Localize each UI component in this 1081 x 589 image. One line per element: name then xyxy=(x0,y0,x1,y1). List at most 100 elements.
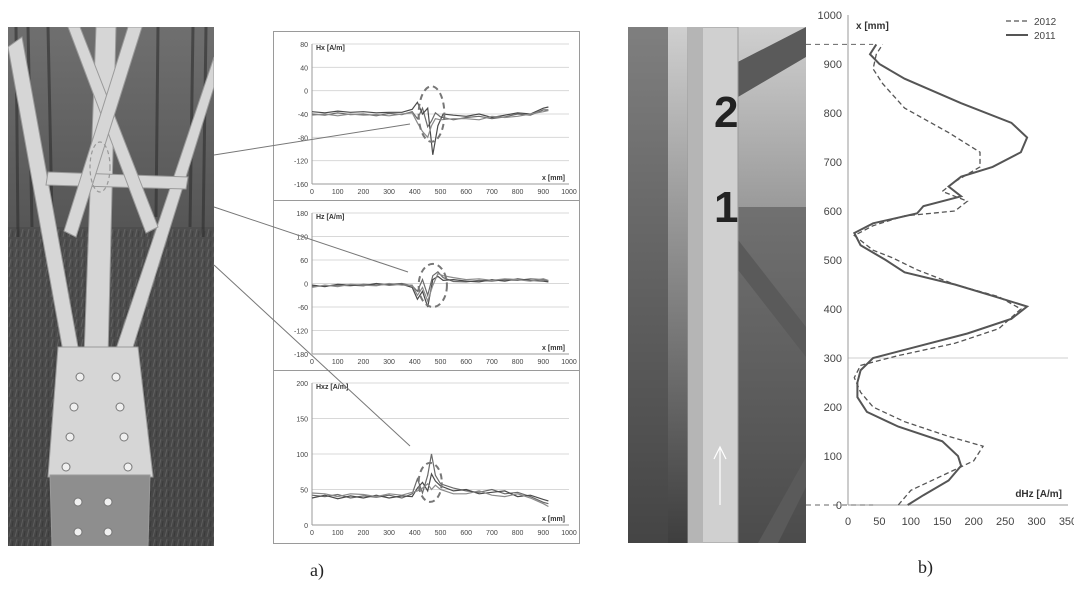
hx-chart-panel: 80 40 0 -40 -80 -120 -160 0 100 200 300 400 500 600 70… xyxy=(273,31,580,203)
numbered-tower-leg-art: 2 1 xyxy=(628,27,806,543)
x-tick-label-dhz: 0 xyxy=(845,516,851,528)
y-tick-label-dhz: 700 xyxy=(824,157,842,169)
x-tick-label-hx: 400 xyxy=(409,189,421,196)
x-tick-label-hx: 0 xyxy=(310,189,314,196)
y-tick-label-dhz: 900 xyxy=(824,59,842,71)
x-axis-title-dhz: dHz [A/m] xyxy=(1015,489,1062,500)
tower-leg-photo xyxy=(8,27,214,546)
x-axis-title-hx: x [mm] xyxy=(542,175,565,182)
y-tick-label-dhz: 1000 xyxy=(818,10,842,22)
x-tick-label-hz: 200 xyxy=(358,359,370,366)
y-tick-label-hx: 40 xyxy=(300,65,308,72)
y-tick-label-hz: -60 xyxy=(298,305,308,312)
x-tick-label-hx: 1000 xyxy=(561,189,577,196)
x-tick-label-hz: 100 xyxy=(332,359,344,366)
numbered-tower-leg-photo: 2 1 xyxy=(628,27,806,543)
x-tick-label-hxz: 400 xyxy=(409,530,421,537)
y-tick-label-hz: 120 xyxy=(296,235,308,242)
connector-line-hx xyxy=(213,123,411,156)
x-tick-label-hx: 500 xyxy=(435,189,447,196)
y-axis-title-hxz: Hxz [A/m] xyxy=(316,384,348,391)
series-line-2012 xyxy=(853,44,1023,506)
x-tick-label-dhz: 350 xyxy=(1059,516,1074,528)
x-tick-label-hx: 600 xyxy=(460,189,472,196)
hxz-chart-panel: 200 150 100 50 0 0 100 200 300 400 500 600 700 800 900… xyxy=(273,370,580,544)
y-tick-label-dhz: 0 xyxy=(836,500,842,512)
x-tick-label-hz: 0 xyxy=(310,359,314,366)
y-tick-label-dhz: 500 xyxy=(824,255,842,267)
y-tick-label-hx: -120 xyxy=(294,159,308,166)
y-tick-label-dhz: 300 xyxy=(824,353,842,365)
y-tick-label-dhz: 100 xyxy=(824,451,842,463)
x-tick-label-dhz: 200 xyxy=(965,516,983,528)
stencil-number-1: 1 xyxy=(714,183,738,232)
caption-b: b) xyxy=(918,557,933,577)
series-line-2011 xyxy=(852,43,1030,506)
x-tick-label-hxz: 600 xyxy=(460,530,472,537)
y-tick-label-hx: 0 xyxy=(304,89,308,96)
x-tick-label-hx: 700 xyxy=(486,189,498,196)
y-tick-label-hz: 180 xyxy=(296,211,308,218)
series-line-hx xyxy=(311,101,549,155)
x-tick-label-dhz: 150 xyxy=(933,516,951,528)
y-axis-title-dhz: x [mm] xyxy=(856,21,889,32)
y-tick-label-dhz: 800 xyxy=(824,108,842,120)
x-tick-label-hz: 600 xyxy=(460,359,472,366)
y-tick-label-hz: 60 xyxy=(300,258,308,265)
y-tick-label-dhz: 400 xyxy=(824,304,842,316)
y-tick-label-hxz: 150 xyxy=(296,417,308,424)
x-tick-label-hxz: 900 xyxy=(537,530,549,537)
y-tick-label-hxz: 0 xyxy=(304,523,308,530)
x-tick-label-hz: 700 xyxy=(486,359,498,366)
y-tick-label-hz: -120 xyxy=(294,329,308,336)
y-tick-label-hx: -40 xyxy=(298,112,308,119)
y-axis-title-hx: Hx [A/m] xyxy=(316,45,345,52)
x-axis-title-hz: x [mm] xyxy=(542,345,565,352)
caption-a: a) xyxy=(310,560,324,580)
y-tick-label-dhz: 600 xyxy=(824,206,842,218)
y-tick-label-dhz: 200 xyxy=(824,402,842,414)
x-tick-label-dhz: 250 xyxy=(996,516,1014,528)
y-tick-label-hz: 0 xyxy=(304,282,308,289)
x-tick-label-hx: 100 xyxy=(332,189,344,196)
y-axis-title-hz: Hz [A/m] xyxy=(316,214,344,221)
dhz-profile-chart: 0 100 200 300 400 500 600 700 800 900 1000 0 50 100 15… xyxy=(806,10,1074,528)
hz-chart-panel: 180 120 60 0 -60 -120 -180 0 100 200 300 400 500 600 7… xyxy=(273,200,580,373)
y-tick-label-hx: -160 xyxy=(294,182,308,189)
connector-line-hz xyxy=(213,206,409,273)
x-tick-label-hx: 200 xyxy=(358,189,370,196)
x-tick-label-hxz: 700 xyxy=(486,530,498,537)
legend-label-2012: 2012 xyxy=(1034,17,1057,28)
series-line-hxz xyxy=(311,472,549,502)
x-tick-label-dhz: 50 xyxy=(873,516,885,528)
x-tick-label-hz: 300 xyxy=(383,359,395,366)
x-axis-title-hxz: x [mm] xyxy=(542,516,565,523)
x-tick-label-hx: 900 xyxy=(537,189,549,196)
legend-label-2011: 2011 xyxy=(1034,31,1056,42)
x-tick-label-hxz: 200 xyxy=(358,530,370,537)
x-tick-label-hxz: 1000 xyxy=(561,530,577,537)
x-tick-label-dhz: 300 xyxy=(1027,516,1045,528)
y-tick-label-hxz: 50 xyxy=(300,488,308,495)
x-tick-label-hz: 800 xyxy=(512,359,524,366)
y-tick-label-hx: 80 xyxy=(300,42,308,49)
x-tick-label-hz: 500 xyxy=(435,359,447,366)
y-tick-label-hz: -180 xyxy=(294,352,308,359)
series-line-hz xyxy=(311,272,549,303)
x-tick-label-hxz: 0 xyxy=(310,530,314,537)
y-tick-label-hxz: 100 xyxy=(296,452,308,459)
x-tick-label-hz: 1000 xyxy=(561,359,577,366)
series-line-hxz xyxy=(311,453,549,505)
x-tick-label-dhz: 100 xyxy=(902,516,920,528)
series-line-hx xyxy=(311,109,549,139)
highlight-ellipse-hz xyxy=(417,262,448,309)
x-tick-label-hx: 300 xyxy=(383,189,395,196)
x-tick-label-hx: 800 xyxy=(512,189,524,196)
y-tick-label-hxz: 200 xyxy=(296,381,308,388)
tower-leg-photo-art xyxy=(8,27,214,546)
x-tick-label-hxz: 300 xyxy=(383,530,395,537)
